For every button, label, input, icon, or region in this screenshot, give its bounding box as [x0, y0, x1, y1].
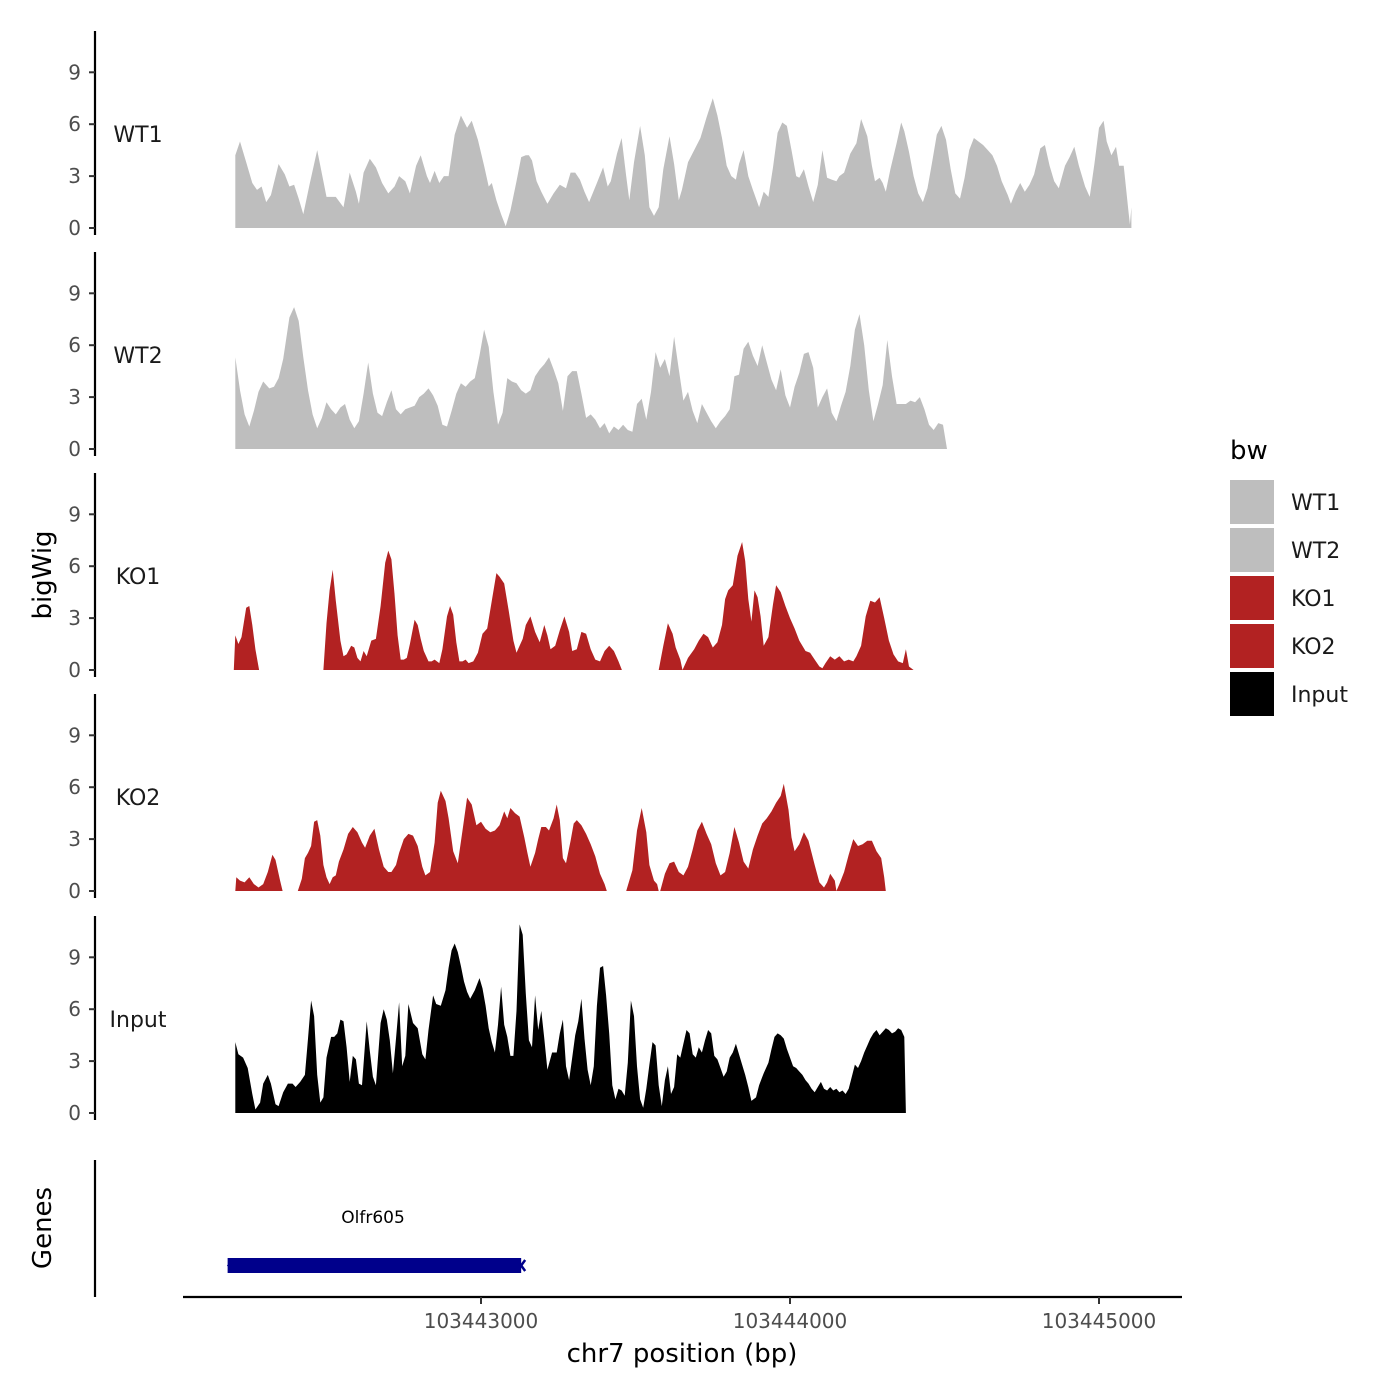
legend-entry-WT2: WT2 [1230, 528, 1340, 572]
legend-swatch [1230, 672, 1274, 716]
track-KO1: 0 3 6 9 KO1 [68, 473, 916, 682]
legend-entry-WT1: WT1 [1230, 480, 1340, 524]
y-tick-label: 6 [68, 775, 81, 799]
y-tick-label: 9 [68, 502, 81, 526]
coverage-area-KO2 [235, 783, 886, 891]
coverage-area-KO1 [233, 542, 916, 670]
gene-Olfr605: Olfr605 [226, 1208, 527, 1273]
legend-swatch [1230, 624, 1274, 668]
y-tick-label: 3 [68, 606, 81, 630]
gene-label: Olfr605 [341, 1208, 405, 1228]
y-tick-label: 3 [68, 164, 81, 188]
gene-body [227, 1258, 522, 1273]
track-WT1: 0 3 6 9 WT1 [68, 31, 1132, 240]
legend-label: KO1 [1291, 587, 1336, 612]
gene-panel: Olfr605 [93, 1160, 527, 1297]
legend-entry-KO1: KO1 [1230, 576, 1336, 620]
coverage-area-Input [235, 924, 906, 1113]
legend-swatch [1230, 480, 1274, 524]
y-tick-label: 3 [68, 1049, 81, 1073]
coverage-area-WT2 [235, 307, 948, 449]
legend-swatch [1230, 576, 1274, 620]
strand-arrow-icon [516, 1259, 527, 1272]
legend-label: KO2 [1291, 635, 1336, 660]
genes-panel-title: Genes [28, 1187, 58, 1269]
y-tick-label: 0 [68, 658, 81, 682]
track-label-Input: Input [110, 1008, 167, 1033]
x-tick-label: 103443000 [424, 1309, 539, 1333]
y-tick-label: 9 [68, 281, 81, 305]
legend-entry-KO2: KO2 [1230, 624, 1336, 668]
x-axis: 103443000 103444000 103445000 [183, 1295, 1182, 1333]
x-axis-title: chr7 position (bp) [567, 1339, 798, 1369]
track-KO2: 0 3 6 9 KO2 [68, 694, 886, 903]
y-tick-label: 6 [68, 333, 81, 357]
track-label-KO2: KO2 [116, 786, 161, 811]
legend-label: WT1 [1291, 491, 1340, 516]
legend-label: Input [1291, 683, 1348, 708]
legend-entry-Input: Input [1230, 672, 1348, 716]
y-tick-label: 3 [68, 385, 81, 409]
track-label-KO1: KO1 [116, 565, 161, 590]
coverage-area-WT1 [235, 98, 1132, 228]
y-tick-label: 6 [68, 112, 81, 136]
y-tick-label: 0 [68, 216, 81, 240]
y-tick-label: 6 [68, 554, 81, 578]
y-tick-label: 0 [68, 879, 81, 903]
track-WT2: 0 3 6 9 WT2 [68, 252, 948, 461]
strand-arrow-icon [226, 1258, 236, 1273]
legend-swatch [1230, 528, 1274, 572]
legend-title: bw [1230, 436, 1268, 466]
coverage-tracks: 0 3 6 9 WT1 0 3 6 9 WT2 0 3 6 9 KO1 0 3 6 9 KO2 0 3 6 9 Input [68, 31, 1132, 1125]
y-tick-label: 9 [68, 945, 81, 969]
y-tick-label: 6 [68, 997, 81, 1021]
y-axis-title: bigWig [28, 530, 58, 619]
y-tick-label: 0 [68, 437, 81, 461]
legend: bw WT1 WT2 KO1 KO2 Input [1230, 436, 1348, 716]
y-tick-label: 0 [68, 1101, 81, 1125]
track-label-WT1: WT1 [113, 123, 162, 148]
track-label-WT2: WT2 [113, 344, 162, 369]
legend-label: WT2 [1291, 539, 1340, 564]
track-Input: 0 3 6 9 Input [68, 916, 906, 1125]
x-tick-label: 103444000 [733, 1309, 848, 1333]
x-tick-label: 103445000 [1042, 1309, 1157, 1333]
y-tick-label: 3 [68, 827, 81, 851]
y-tick-label: 9 [68, 60, 81, 84]
y-tick-label: 9 [68, 723, 81, 747]
